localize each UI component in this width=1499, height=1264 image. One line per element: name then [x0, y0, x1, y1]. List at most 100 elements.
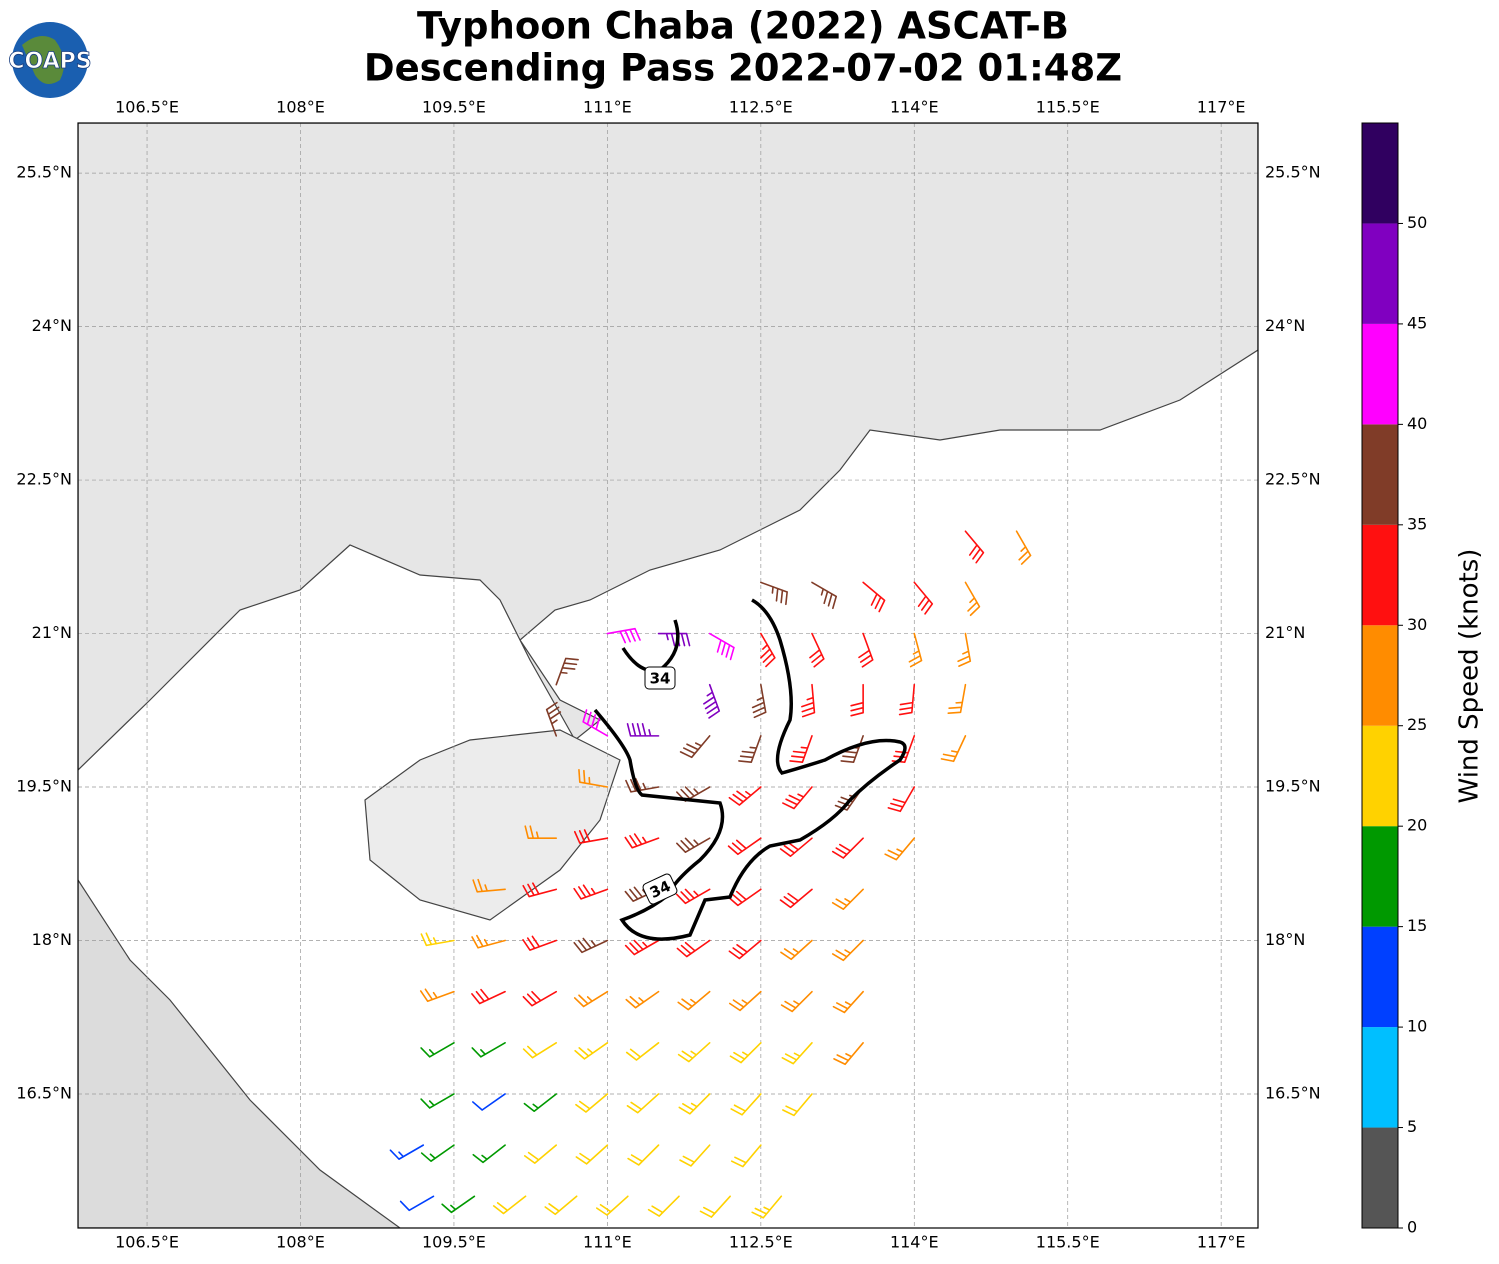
- logo-text: COAPS: [8, 49, 91, 74]
- x-tick-label: 106.5°E: [115, 1233, 179, 1252]
- title: Typhoon Chaba (2022) ASCAT-B: [417, 5, 1069, 48]
- colorbar-bin: [1362, 223, 1398, 324]
- colorbar-tick-label: 30: [1407, 615, 1427, 634]
- y-tick-label: 19.5°N: [1265, 777, 1321, 796]
- wind-barb: [760, 632, 776, 668]
- wind-barb: [677, 1042, 711, 1063]
- wind-barb: [831, 837, 864, 859]
- wind-barb: [624, 939, 660, 956]
- colorbar-tick-label: 0: [1407, 1218, 1417, 1237]
- contour-label: 34: [650, 670, 671, 688]
- wind-barb: [582, 709, 609, 737]
- axes: 106.5°E 106.5°E 108°E 108°E 109.5°E 109.5°E 11…: [16, 98, 1320, 1252]
- wind-barb: [523, 1093, 558, 1113]
- colorbar-bin: [1362, 123, 1398, 224]
- wind-barb: [779, 888, 813, 909]
- wind-barb: [884, 837, 916, 861]
- wind-barb: [832, 990, 864, 1014]
- wind-barb: [606, 627, 641, 644]
- wind-barb: [399, 1195, 435, 1212]
- land-vietnam: [78, 878, 402, 1228]
- x-tick-label: 114°E: [890, 1233, 939, 1252]
- colorbar-bin: [1362, 625, 1398, 726]
- wind-barb: [471, 934, 506, 949]
- wind-barb: [420, 932, 455, 947]
- x-tick-label: 109.5°E: [422, 98, 486, 117]
- colorbar-bin: [1362, 1027, 1398, 1128]
- wind-barb: [522, 1042, 558, 1059]
- wind-barb: [420, 1144, 455, 1162]
- x-tick-label: 117°E: [1197, 1233, 1246, 1252]
- wind-barb: [471, 988, 506, 1005]
- wind-barb: [679, 1144, 711, 1167]
- wind-barb: [780, 939, 813, 961]
- y-tick-label: 18°N: [32, 930, 72, 949]
- x-tick-label: 115.5°E: [1036, 1233, 1100, 1252]
- wind-barb: [801, 683, 816, 718]
- wind-barb: [389, 1144, 425, 1160]
- colorbar: 0 5 10 15 20 25 30 35 40 45 50: [1361, 122, 1427, 1237]
- wind-barb: [573, 990, 609, 1008]
- grid: [78, 123, 1258, 1228]
- colorbar-frame: [1361, 122, 1399, 1229]
- contour-label-box: [644, 666, 676, 690]
- wind-barb: [472, 1144, 506, 1164]
- x-tick-label: 111°E: [583, 98, 632, 117]
- colorbar-bin: [1362, 725, 1398, 827]
- colorbar-bin: [1362, 926, 1398, 1028]
- wind-barb: [779, 837, 813, 857]
- wind-barb: [1015, 530, 1032, 565]
- wind-barb: [575, 1144, 609, 1165]
- colorbar-label: Wind Speed (knots): [1455, 549, 1485, 804]
- wind-barb: [840, 735, 864, 763]
- colorbar-bin: [1362, 323, 1398, 425]
- wind-barb: [833, 1042, 864, 1066]
- wind-barb: [780, 990, 813, 1013]
- wind-barb: [523, 1144, 558, 1164]
- wind-barb: [850, 683, 864, 717]
- wind-barb: [858, 632, 874, 668]
- y-tick-label: 24°N: [32, 316, 72, 335]
- colorbar-tick-label: 20: [1407, 816, 1427, 835]
- subtitle: Descending Pass 2022-07-02 01:48Z: [364, 47, 1122, 90]
- wind-barb: [728, 990, 762, 1012]
- wind-barb: [578, 769, 609, 788]
- wind-barb: [964, 581, 981, 617]
- wind-barb: [887, 786, 916, 813]
- x-tick-label: 108°E: [276, 1233, 325, 1252]
- wind-barb: [676, 786, 711, 802]
- wind-barb: [729, 1042, 762, 1064]
- colorbar-tick-label: 45: [1407, 313, 1427, 332]
- wind-barb: [573, 937, 609, 954]
- colorbar-bin: [1362, 524, 1398, 626]
- wind-barb: [831, 888, 864, 910]
- x-tick-label: 114°E: [890, 98, 939, 117]
- x-tick-label: 112.5°E: [729, 1233, 793, 1252]
- wind-barb: [627, 1144, 660, 1166]
- wind-barb: [957, 632, 972, 667]
- wind-barb: [782, 786, 813, 810]
- wind-barb: [625, 778, 660, 793]
- wind-barb: [574, 1042, 609, 1060]
- y-tick-label: 16.5°N: [16, 1083, 72, 1102]
- wind-barb: [727, 837, 762, 856]
- wind-barb: [679, 735, 711, 759]
- y-tick-label: 24°N: [1265, 316, 1305, 335]
- wind-barb: [647, 1195, 680, 1217]
- y-tick-label: 21°N: [32, 623, 72, 642]
- y-tick-label: 19.5°N: [16, 777, 72, 796]
- x-tick-label: 109.5°E: [422, 1233, 486, 1252]
- wind-barb: [420, 1093, 455, 1109]
- wind-barb: [789, 735, 813, 763]
- y-tick-label: 22.5°N: [16, 470, 72, 489]
- wind-barb: [595, 1195, 629, 1216]
- wind-barb: [913, 581, 934, 615]
- barbs: [389, 530, 1032, 1219]
- colorbar-tick-label: 15: [1407, 916, 1427, 935]
- wind-barb: [522, 882, 558, 898]
- wind-barb: [728, 786, 762, 806]
- x-tick-label: 112.5°E: [729, 98, 793, 117]
- x-tick-label: 117°E: [1197, 98, 1246, 117]
- wind-barb: [555, 657, 579, 686]
- colorbar-tick-label: 10: [1407, 1017, 1427, 1036]
